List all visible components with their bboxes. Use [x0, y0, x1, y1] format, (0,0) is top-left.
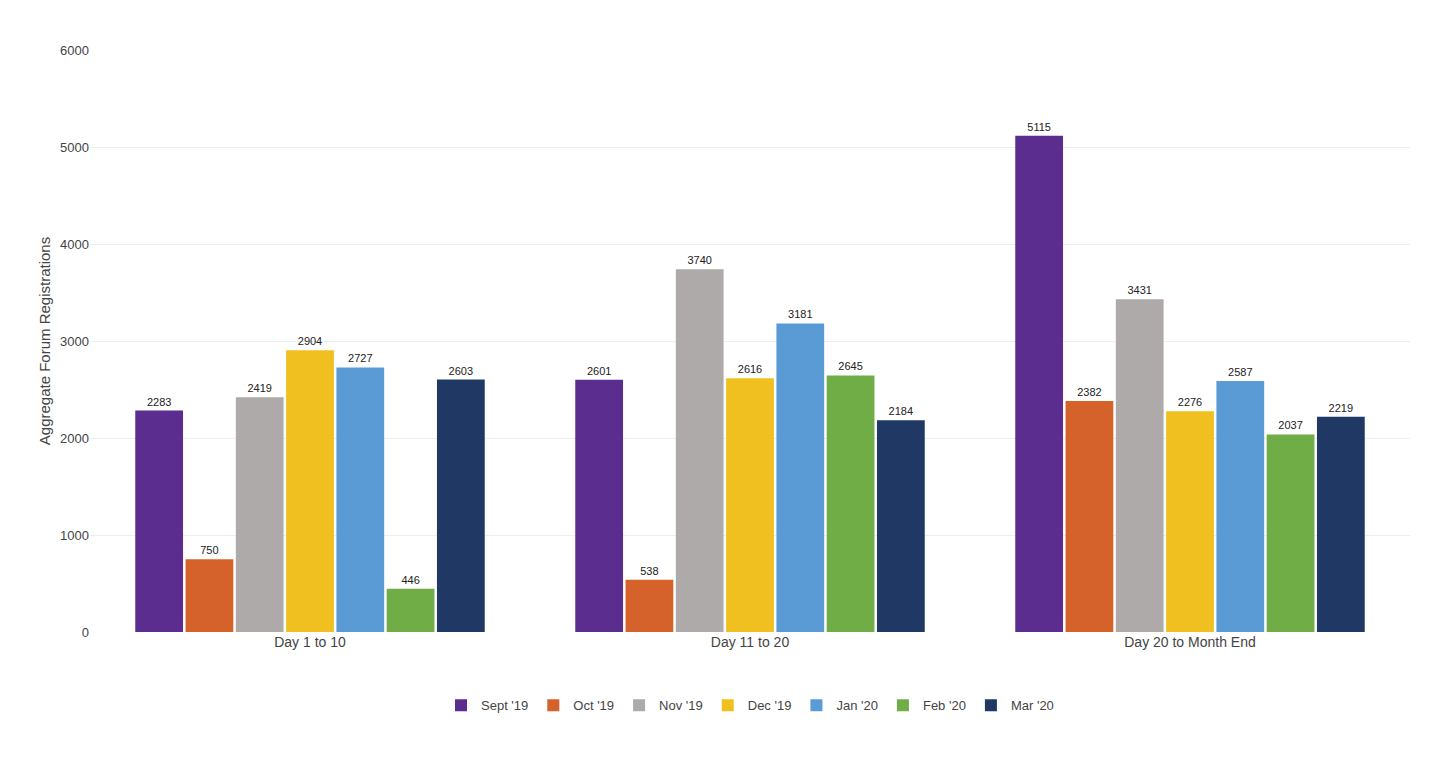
svg-text:2000: 2000: [60, 431, 89, 446]
svg-text:3431: 3431: [1127, 284, 1151, 296]
svg-text:Day 20 to Month End: Day 20 to Month End: [1124, 634, 1256, 650]
svg-text:5115: 5115: [1027, 121, 1051, 133]
svg-text:2276: 2276: [1178, 396, 1202, 408]
svg-text:Day 1 to 10: Day 1 to 10: [274, 634, 346, 650]
svg-text:3181: 3181: [788, 308, 812, 320]
svg-text:0: 0: [82, 625, 89, 640]
svg-text:3000: 3000: [60, 334, 89, 349]
svg-text:Nov '19: Nov '19: [659, 698, 703, 713]
svg-text:4000: 4000: [60, 237, 89, 252]
svg-text:446: 446: [401, 574, 419, 586]
svg-text:2587: 2587: [1228, 366, 1252, 378]
svg-text:750: 750: [200, 544, 218, 556]
svg-text:538: 538: [640, 565, 658, 577]
svg-text:2727: 2727: [348, 352, 372, 364]
svg-text:1000: 1000: [60, 528, 89, 543]
svg-text:2283: 2283: [147, 396, 171, 408]
svg-text:2601: 2601: [587, 365, 611, 377]
svg-text:2184: 2184: [889, 405, 913, 417]
svg-text:2904: 2904: [298, 335, 322, 347]
svg-text:2382: 2382: [1077, 386, 1101, 398]
svg-text:Feb '20: Feb '20: [923, 698, 966, 713]
svg-text:Sept '19: Sept '19: [481, 698, 528, 713]
svg-text:3740: 3740: [687, 254, 711, 266]
svg-text:2037: 2037: [1278, 419, 1302, 431]
svg-text:Day 11 to 20: Day 11 to 20: [711, 634, 790, 650]
svg-text:5000: 5000: [60, 140, 89, 155]
svg-text:2645: 2645: [838, 360, 862, 372]
svg-text:2603: 2603: [449, 365, 473, 377]
svg-text:Aggregate Forum Registrations: Aggregate Forum Registrations: [36, 237, 53, 445]
svg-text:2419: 2419: [247, 382, 271, 394]
svg-text:2219: 2219: [1329, 402, 1353, 414]
svg-text:Mar '20: Mar '20: [1011, 698, 1054, 713]
svg-text:Jan '20: Jan '20: [836, 698, 878, 713]
svg-text:2616: 2616: [738, 363, 762, 375]
svg-text:Dec '19: Dec '19: [748, 698, 792, 713]
svg-text:Oct '19: Oct '19: [573, 698, 614, 713]
svg-text:6000: 6000: [60, 43, 89, 58]
